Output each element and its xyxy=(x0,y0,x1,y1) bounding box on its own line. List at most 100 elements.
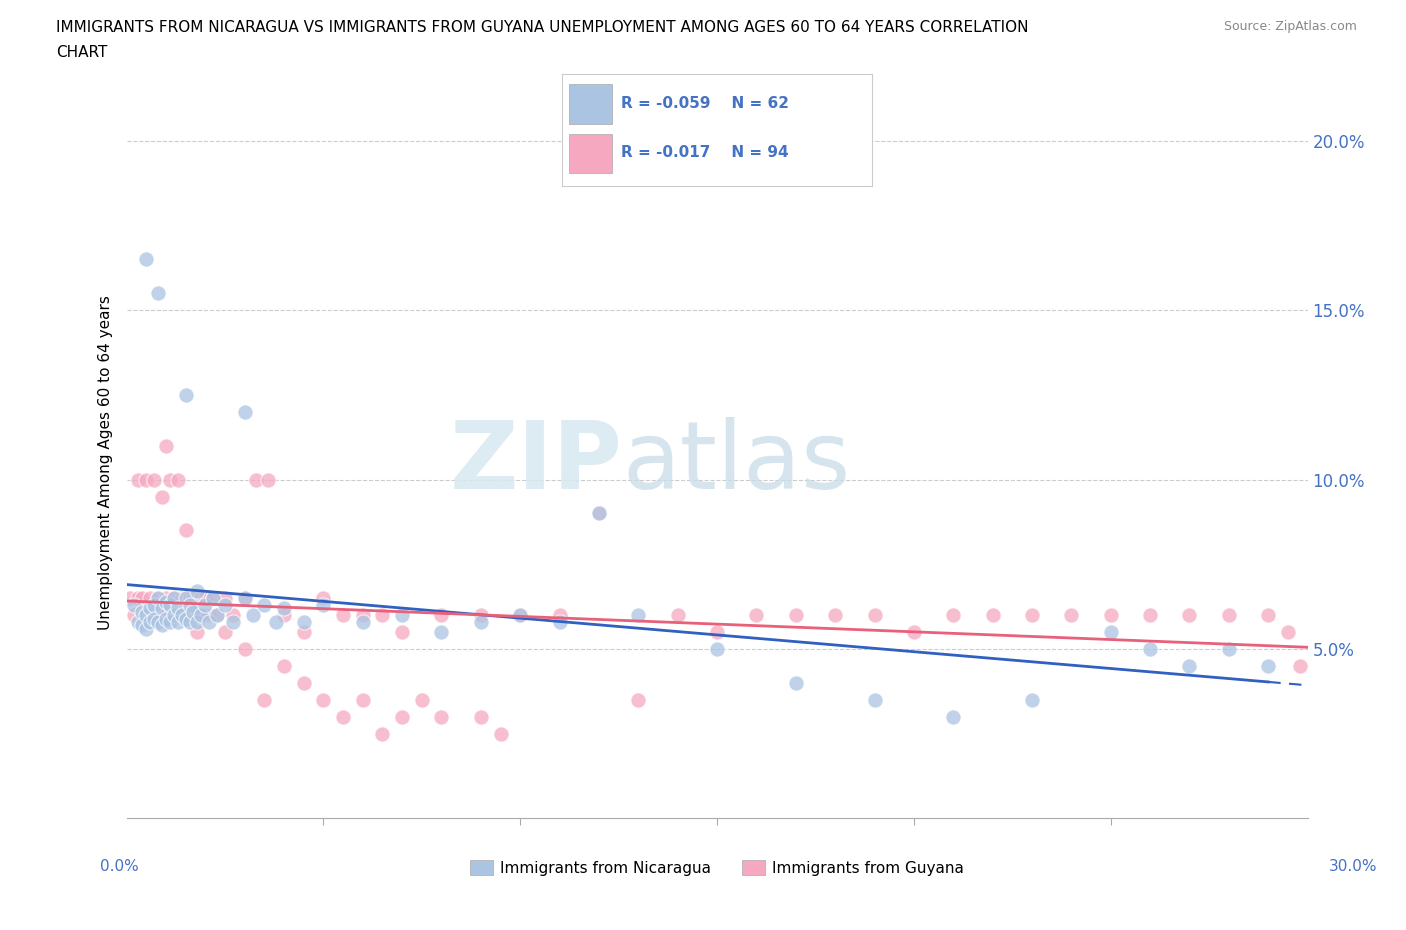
Point xyxy=(706,642,728,657)
Point xyxy=(264,615,287,630)
Point xyxy=(1257,607,1279,622)
Point xyxy=(257,472,280,487)
Point xyxy=(202,591,225,605)
Text: IMMIGRANTS FROM NICARAGUA VS IMMIGRANTS FROM GUYANA UNEMPLOYMENT AMONG AGES 60 T: IMMIGRANTS FROM NICARAGUA VS IMMIGRANTS … xyxy=(56,20,1029,35)
Point xyxy=(509,607,531,622)
Point xyxy=(155,594,177,609)
Point xyxy=(245,472,267,487)
Point xyxy=(1099,607,1122,622)
Point xyxy=(150,601,173,616)
Point xyxy=(146,615,169,630)
Point xyxy=(332,710,354,724)
Point xyxy=(190,591,212,605)
Point xyxy=(785,607,807,622)
Point xyxy=(470,710,492,724)
Point xyxy=(190,607,212,622)
Point xyxy=(588,506,610,521)
Point xyxy=(548,615,571,630)
Point xyxy=(146,286,169,300)
Text: 0.0%: 0.0% xyxy=(100,859,139,874)
Point xyxy=(174,523,197,538)
Point xyxy=(824,607,846,622)
Point xyxy=(150,607,173,622)
Point xyxy=(430,607,453,622)
Point xyxy=(135,252,157,267)
Point xyxy=(194,598,217,613)
Point xyxy=(745,607,768,622)
Point xyxy=(627,692,650,708)
Point xyxy=(1021,607,1043,622)
Point xyxy=(548,607,571,622)
Point xyxy=(222,607,245,622)
Point xyxy=(163,607,186,622)
Point xyxy=(352,615,374,630)
Y-axis label: Unemployment Among Ages 60 to 64 years: Unemployment Among Ages 60 to 64 years xyxy=(97,295,112,631)
Point xyxy=(1288,658,1310,673)
Point xyxy=(135,607,157,622)
Point xyxy=(1139,642,1161,657)
Point xyxy=(509,607,531,622)
Point xyxy=(186,625,208,640)
Point xyxy=(470,615,492,630)
Point xyxy=(146,591,169,605)
Point xyxy=(139,607,162,622)
Point xyxy=(981,607,1004,622)
Point xyxy=(352,607,374,622)
Point xyxy=(150,489,173,504)
FancyBboxPatch shape xyxy=(568,85,612,124)
Point xyxy=(143,472,166,487)
Text: CHART: CHART xyxy=(56,45,108,60)
Point xyxy=(233,642,256,657)
Point xyxy=(135,621,157,636)
Point xyxy=(1021,692,1043,708)
Point xyxy=(863,607,886,622)
Point xyxy=(179,607,201,622)
Point xyxy=(292,615,315,630)
Point xyxy=(253,598,276,613)
Point xyxy=(1277,625,1299,640)
Point xyxy=(170,591,193,605)
Point xyxy=(1178,658,1201,673)
Point xyxy=(186,584,208,599)
Text: 30.0%: 30.0% xyxy=(1329,859,1376,874)
Point xyxy=(1218,607,1240,622)
Point xyxy=(222,615,245,630)
Point xyxy=(131,604,153,619)
Point xyxy=(163,607,186,622)
Point xyxy=(150,618,173,632)
Point xyxy=(143,611,166,626)
Text: R = -0.059    N = 62: R = -0.059 N = 62 xyxy=(621,97,789,112)
Point xyxy=(183,607,205,622)
FancyBboxPatch shape xyxy=(568,134,612,173)
Point xyxy=(127,472,149,487)
Text: atlas: atlas xyxy=(623,417,851,509)
Point xyxy=(430,625,453,640)
Point xyxy=(159,598,181,613)
Point xyxy=(124,607,146,622)
Point xyxy=(170,607,193,622)
Point xyxy=(233,591,256,605)
Point xyxy=(159,472,181,487)
Point xyxy=(332,607,354,622)
Point xyxy=(120,591,142,605)
Point xyxy=(131,618,153,632)
Point xyxy=(942,607,965,622)
Point xyxy=(1218,642,1240,657)
Legend: Immigrants from Nicaragua, Immigrants from Guyana: Immigrants from Nicaragua, Immigrants fr… xyxy=(464,854,970,882)
Point xyxy=(194,591,217,605)
Point xyxy=(205,607,228,622)
Point xyxy=(163,591,186,605)
Point xyxy=(352,692,374,708)
Point xyxy=(170,607,193,622)
Point xyxy=(371,607,394,622)
Point xyxy=(179,615,201,630)
Point xyxy=(194,607,217,622)
Point xyxy=(146,591,169,605)
Point xyxy=(186,607,208,622)
Point xyxy=(903,625,925,640)
Point xyxy=(233,591,256,605)
Point xyxy=(214,625,236,640)
Point xyxy=(139,615,162,630)
Point xyxy=(588,506,610,521)
Point xyxy=(194,607,217,622)
